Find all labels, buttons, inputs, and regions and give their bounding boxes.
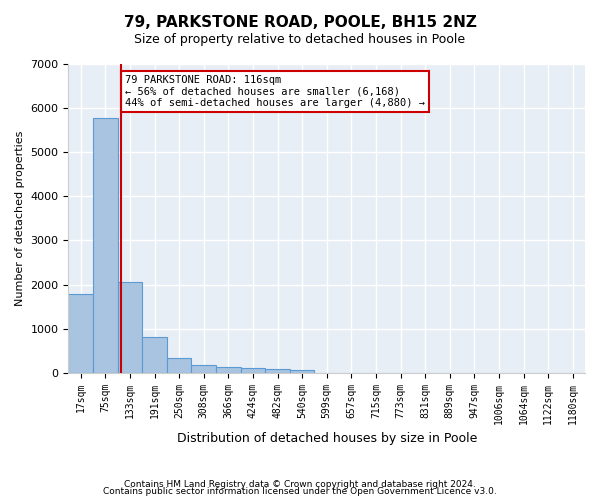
Text: Contains HM Land Registry data © Crown copyright and database right 2024.: Contains HM Land Registry data © Crown c… xyxy=(124,480,476,489)
Text: Contains public sector information licensed under the Open Government Licence v3: Contains public sector information licen… xyxy=(103,488,497,496)
Text: 79, PARKSTONE ROAD, POOLE, BH15 2NZ: 79, PARKSTONE ROAD, POOLE, BH15 2NZ xyxy=(124,15,476,30)
Bar xyxy=(68,294,93,373)
Text: Size of property relative to detached houses in Poole: Size of property relative to detached ho… xyxy=(134,32,466,46)
Bar xyxy=(191,364,216,373)
Bar xyxy=(142,336,167,373)
Bar xyxy=(265,368,290,373)
Bar xyxy=(167,358,191,373)
X-axis label: Distribution of detached houses by size in Poole: Distribution of detached houses by size … xyxy=(176,432,477,445)
Text: 79 PARKSTONE ROAD: 116sqm
← 56% of detached houses are smaller (6,168)
44% of se: 79 PARKSTONE ROAD: 116sqm ← 56% of detac… xyxy=(125,75,425,108)
Bar xyxy=(241,368,265,373)
Bar xyxy=(216,367,241,373)
Y-axis label: Number of detached properties: Number of detached properties xyxy=(15,130,25,306)
Bar xyxy=(290,370,314,373)
Bar xyxy=(93,118,118,373)
Bar xyxy=(118,282,142,373)
